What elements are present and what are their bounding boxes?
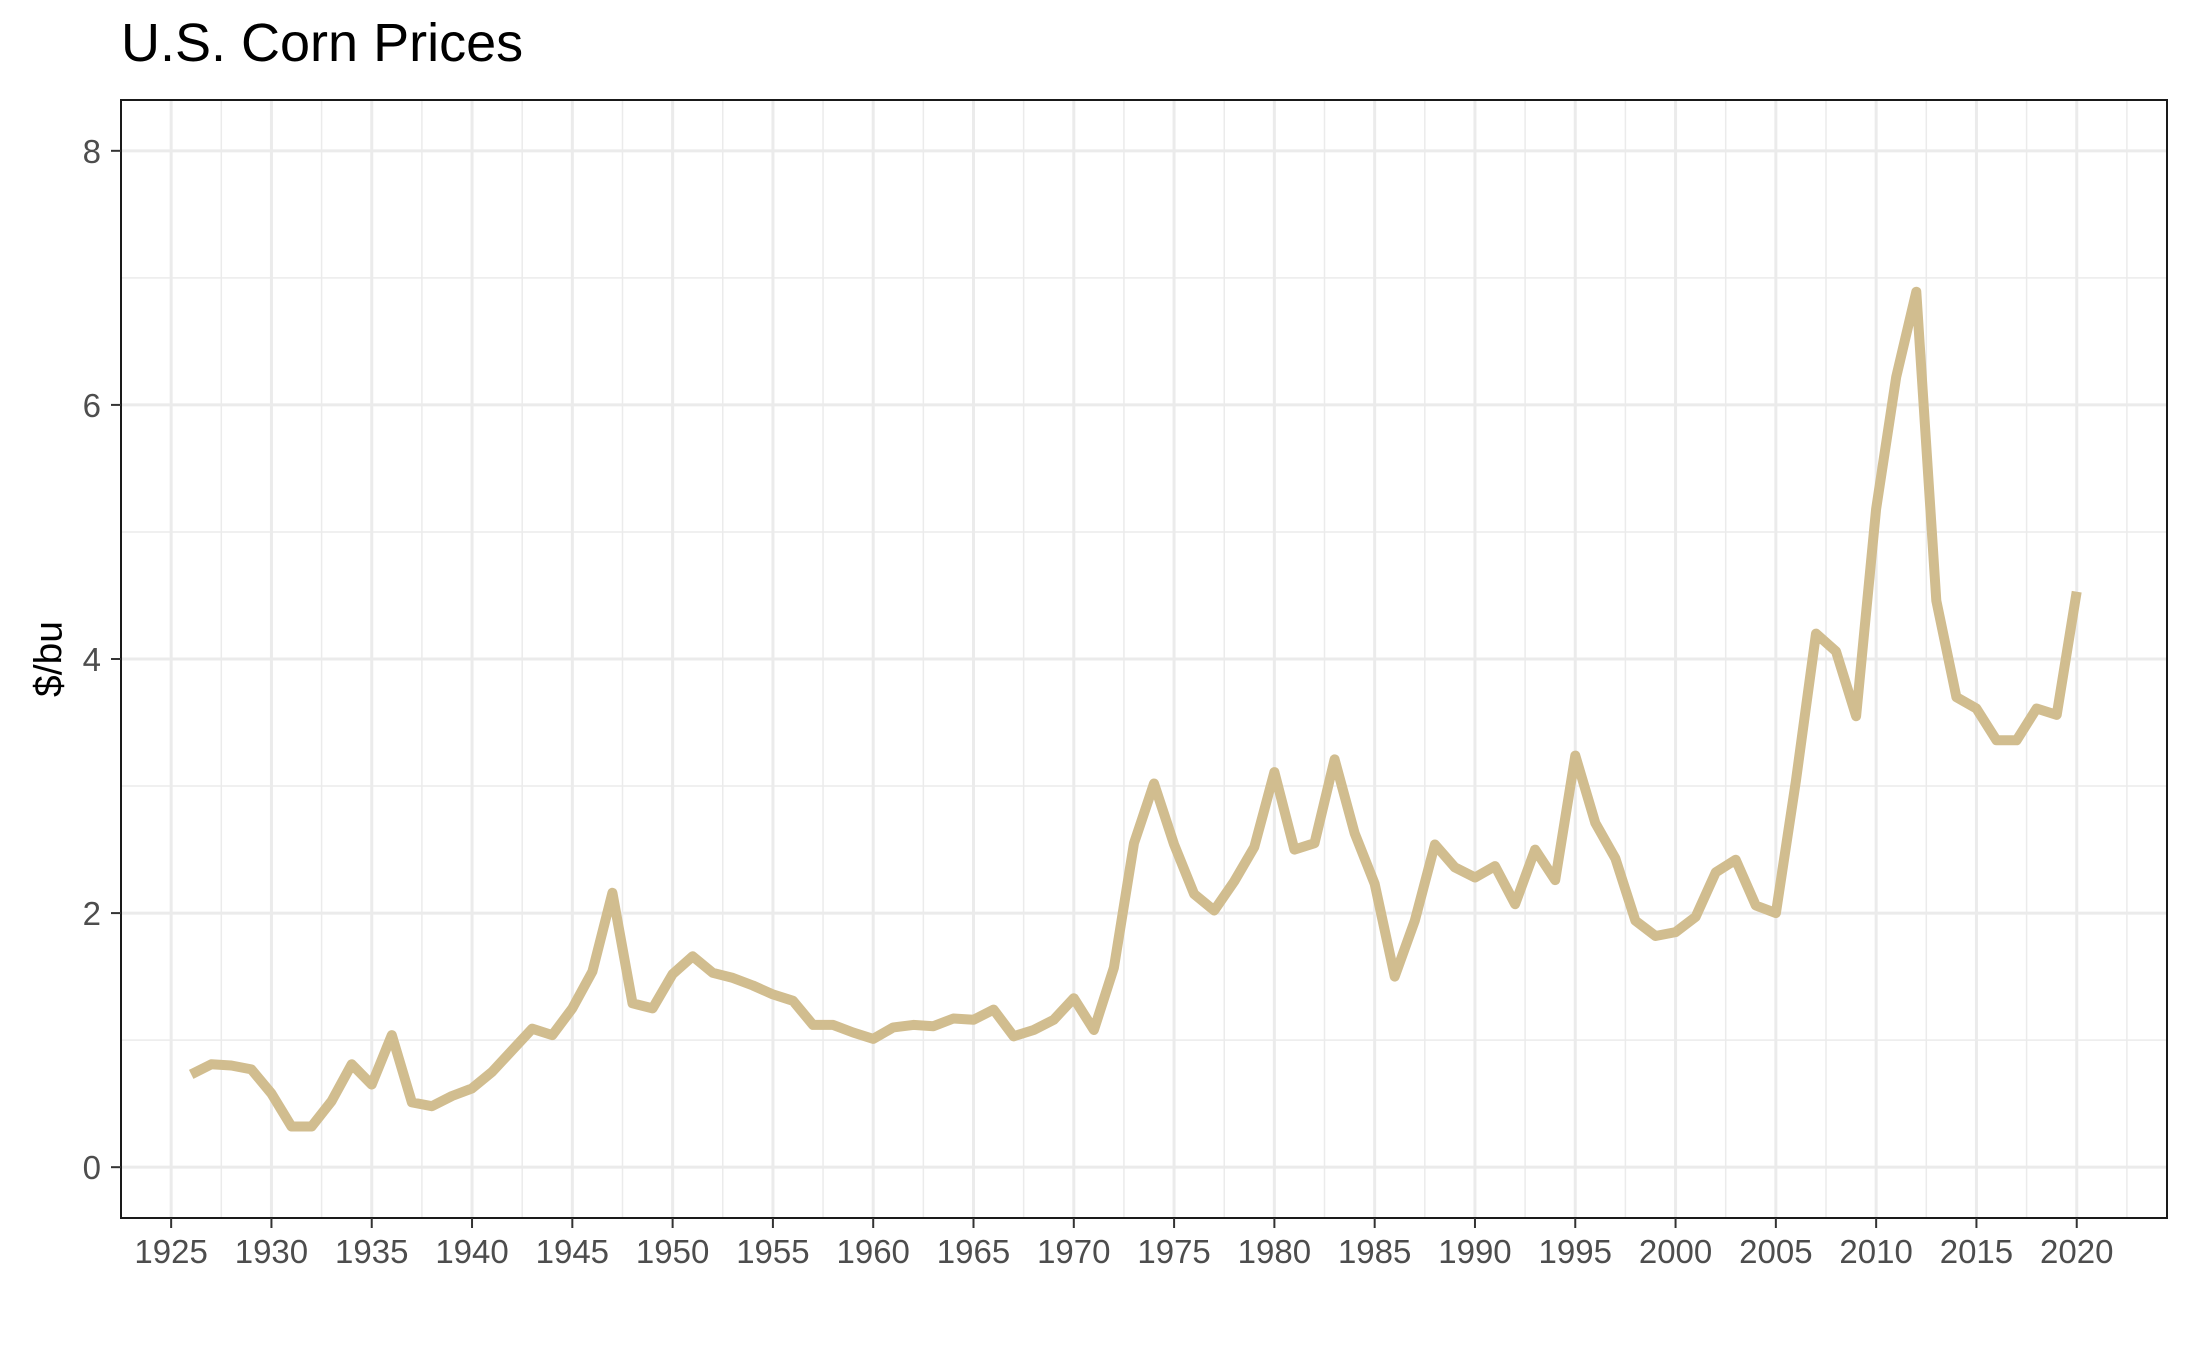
- x-tick-label: 1980: [1238, 1233, 1311, 1270]
- y-axis-title: $/bu: [28, 621, 71, 697]
- y-tick-label: 0: [83, 1149, 101, 1186]
- x-tick-label: 1940: [435, 1233, 508, 1270]
- x-tick-label: 2015: [1940, 1233, 2013, 1270]
- axis-ticks: 1925 1930 1935 1940 1945 1950 1955 1960 1965 1970…: [83, 133, 2114, 1270]
- y-tick-label: 8: [83, 133, 101, 170]
- grid: [121, 100, 2167, 1218]
- x-tick-label: 1925: [134, 1233, 207, 1270]
- x-tick-label: 1990: [1438, 1233, 1511, 1270]
- x-tick-label: 1945: [536, 1233, 609, 1270]
- x-tick-label: 2000: [1639, 1233, 1712, 1270]
- x-tick-label: 1970: [1037, 1233, 1110, 1270]
- y-tick-label: 4: [83, 641, 101, 678]
- chart-title: U.S. Corn Prices: [121, 13, 524, 73]
- y-tick-label: 2: [83, 895, 101, 932]
- y-tick-label: 6: [83, 387, 101, 424]
- x-tick-label: 1965: [937, 1233, 1010, 1270]
- x-tick-label: 1995: [1539, 1233, 1612, 1270]
- x-tick-label: 2005: [1739, 1233, 1812, 1270]
- line-layer: [188, 286, 2082, 1132]
- x-tick-label: 1935: [335, 1233, 408, 1270]
- x-tick-label: 2020: [2040, 1233, 2113, 1270]
- x-tick-label: 1930: [235, 1233, 308, 1270]
- x-tick-label: 1950: [636, 1233, 709, 1270]
- x-tick-label: 1955: [736, 1233, 809, 1270]
- x-tick-label: 1985: [1338, 1233, 1411, 1270]
- x-tick-label: 2010: [1839, 1233, 1912, 1270]
- x-tick-label: 1960: [836, 1233, 909, 1270]
- price-series-line: [188, 286, 2082, 1132]
- x-tick-label: 1975: [1137, 1233, 1210, 1270]
